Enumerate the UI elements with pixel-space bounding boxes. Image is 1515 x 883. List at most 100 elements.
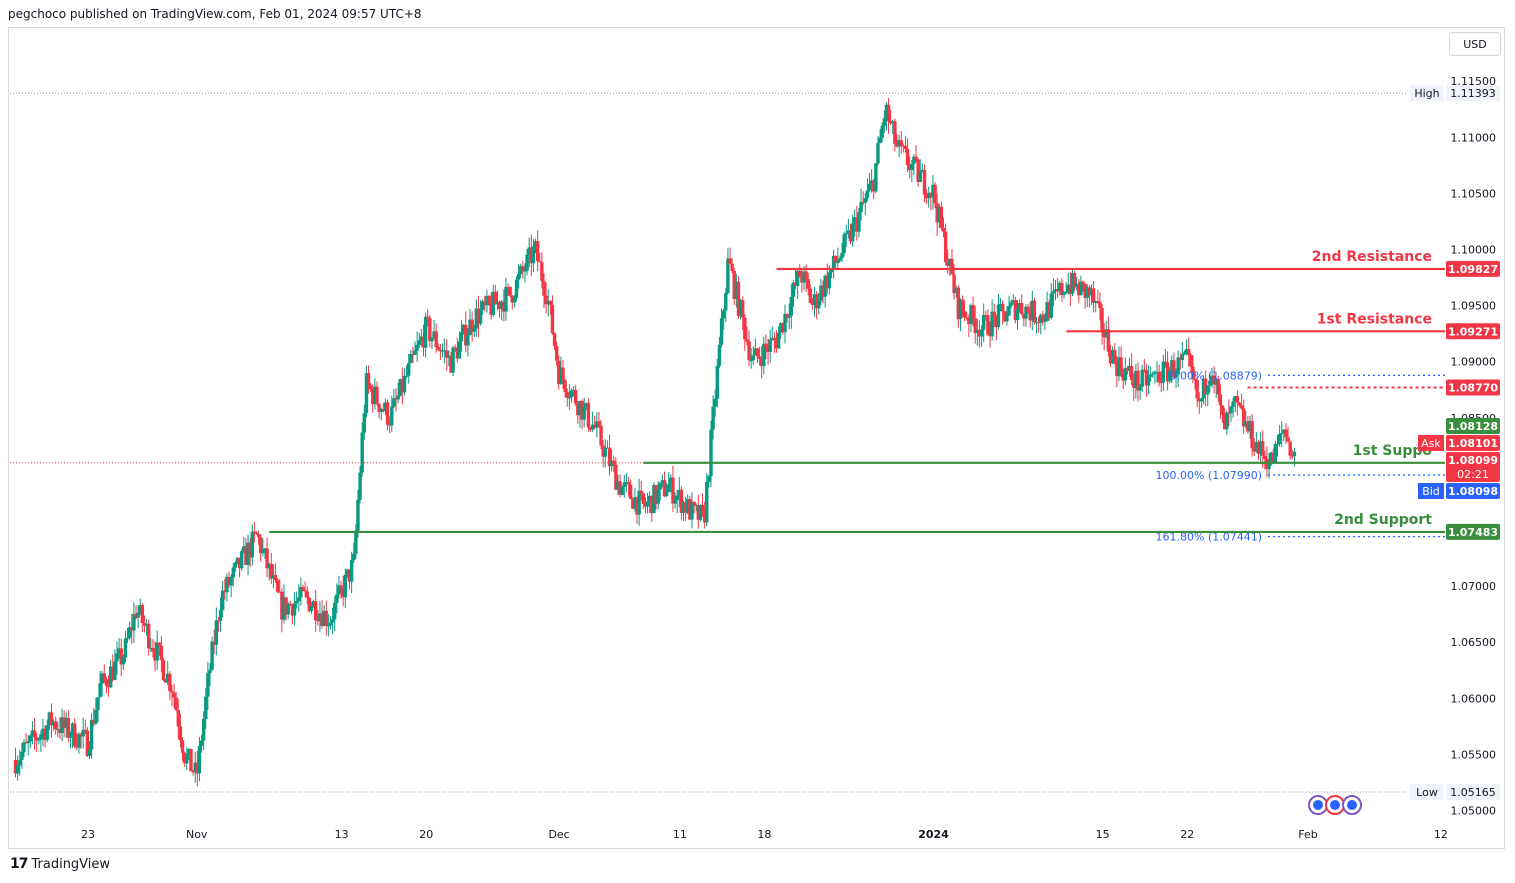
candle-body xyxy=(656,489,660,504)
candle-body xyxy=(322,610,326,626)
candle-body xyxy=(313,601,318,621)
candle-body xyxy=(512,297,517,303)
candle-body xyxy=(178,726,183,741)
candle-body xyxy=(1233,396,1237,402)
high-value-bg xyxy=(1446,85,1500,102)
candle-body xyxy=(1214,379,1218,385)
candle-body xyxy=(377,403,381,412)
candle-body xyxy=(1062,292,1066,295)
y-tick-label: 1.11000 xyxy=(1451,131,1497,144)
x-tick-label: 20 xyxy=(419,828,433,841)
candle-body xyxy=(707,476,711,482)
candle-body xyxy=(92,719,96,724)
candle-body xyxy=(1041,314,1045,322)
candle-body xyxy=(244,546,248,565)
candle-body xyxy=(191,771,195,773)
candle-body xyxy=(1060,282,1064,295)
candle-body xyxy=(73,723,77,747)
ask-price-tag-bg xyxy=(1446,435,1500,451)
candle-body xyxy=(476,308,481,324)
candle-body xyxy=(863,198,867,203)
candle-body xyxy=(901,145,906,147)
candle-body xyxy=(113,661,117,680)
y-tick-label: 1.11500 xyxy=(1451,75,1497,88)
candle-body xyxy=(776,332,781,349)
candle-body xyxy=(933,184,937,204)
candle-body xyxy=(208,669,212,674)
candle-body xyxy=(189,748,193,772)
candle-body xyxy=(132,613,136,631)
candle-body xyxy=(341,587,345,598)
candle-body xyxy=(419,336,424,341)
candle-body xyxy=(597,421,601,426)
candle-body xyxy=(1172,360,1176,378)
x-tick-label: 11 xyxy=(673,828,687,841)
candle-body xyxy=(364,373,369,414)
candle-body xyxy=(1201,378,1206,399)
candle-body xyxy=(218,609,223,621)
candle-body xyxy=(32,730,37,738)
candle-body xyxy=(1022,314,1026,319)
candle-body xyxy=(838,258,842,261)
candle-body xyxy=(821,285,825,297)
flag-icon xyxy=(1347,800,1357,810)
candle-body xyxy=(185,754,189,764)
candle-body xyxy=(94,710,98,724)
candle-body xyxy=(45,725,49,740)
candle-body xyxy=(563,380,567,393)
candle-body xyxy=(559,367,563,385)
candle-body xyxy=(1241,408,1246,427)
candle-body xyxy=(783,313,787,333)
candle-body xyxy=(861,201,865,203)
candle-body xyxy=(1244,421,1248,427)
candle-body xyxy=(193,762,197,773)
candle-body xyxy=(339,585,343,588)
candle-body xyxy=(1007,305,1011,316)
candle-body xyxy=(986,315,990,335)
candle-body xyxy=(1273,443,1278,464)
y-tick-label: 1.05500 xyxy=(1451,748,1497,761)
candle-body xyxy=(508,286,512,296)
candle-body xyxy=(1045,302,1049,321)
candle-body xyxy=(1102,331,1106,338)
candle-body xyxy=(415,344,419,351)
candle-body xyxy=(899,140,903,146)
low-tag-bg xyxy=(1410,783,1444,800)
candle-body xyxy=(447,355,451,358)
candle-body xyxy=(916,159,920,182)
candle-body xyxy=(404,375,409,377)
candle-body xyxy=(115,653,119,662)
candle-body xyxy=(1039,314,1043,324)
candle-body xyxy=(79,734,83,737)
fib-level-label: 161.80% (1.07441) xyxy=(1155,531,1262,544)
candle-body xyxy=(197,746,202,774)
candle-body xyxy=(760,358,764,367)
candle-body xyxy=(250,531,254,558)
candle-body xyxy=(267,563,271,569)
candle-body xyxy=(662,480,667,497)
candle-body xyxy=(766,348,770,352)
candle-body xyxy=(472,328,476,332)
candle-body xyxy=(669,477,673,485)
candle-body xyxy=(840,252,844,259)
candle-body xyxy=(633,497,637,509)
candle-body xyxy=(635,497,639,515)
candle-body xyxy=(144,623,149,626)
candle-body xyxy=(694,505,698,507)
candle-body xyxy=(793,282,798,286)
candle-body xyxy=(772,337,777,341)
candle-body xyxy=(533,241,538,247)
candle-body xyxy=(400,379,405,393)
candle-body xyxy=(711,406,715,430)
candle-body xyxy=(1134,370,1138,388)
candle-body xyxy=(368,385,373,389)
currency-button[interactable]: USD xyxy=(1449,32,1501,56)
candle-body xyxy=(1153,372,1157,374)
candle-body xyxy=(990,311,994,337)
resistance-price-tag-bg xyxy=(1446,260,1500,277)
y-tick-label: 1.06000 xyxy=(1451,692,1497,705)
upper-price-tag: 1.08128 xyxy=(1448,420,1498,433)
tradingview-logo-icon: 17 xyxy=(10,856,29,872)
candle-body xyxy=(903,145,908,150)
